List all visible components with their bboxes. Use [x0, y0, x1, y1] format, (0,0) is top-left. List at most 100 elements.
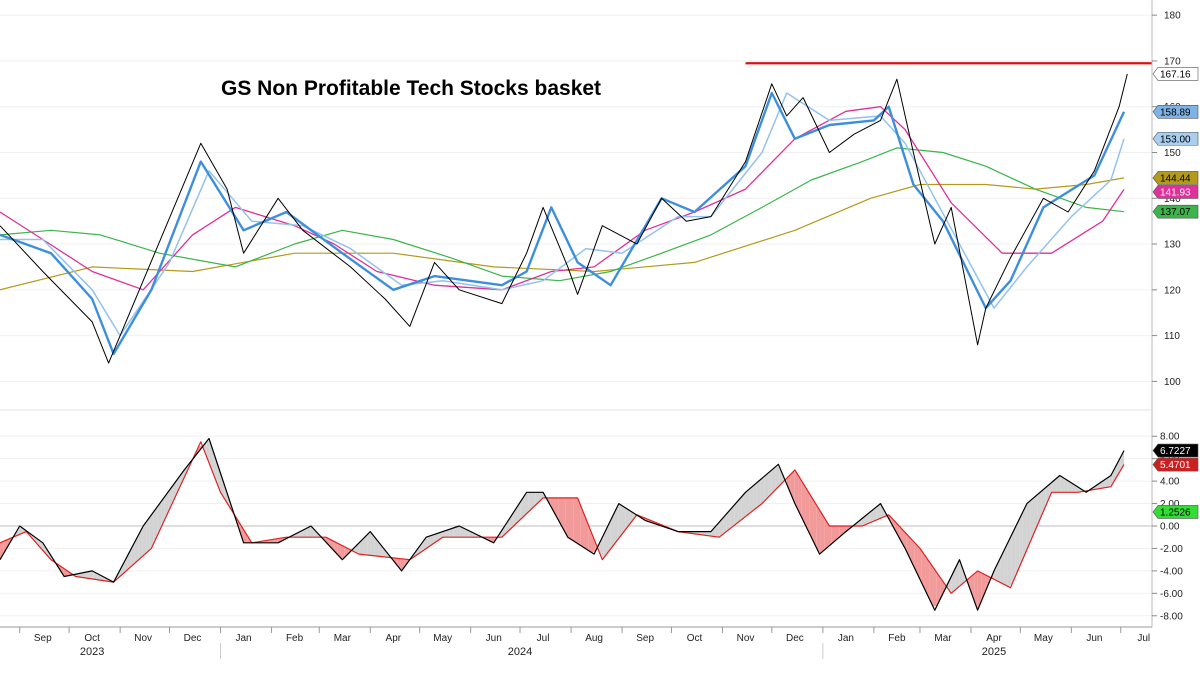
last-value-badge: 158.89 [1152, 104, 1199, 119]
fill-band-below [805, 487, 810, 534]
fill-band-above [82, 572, 87, 579]
x-tick-label: Oct [687, 633, 703, 644]
fill-band-above [86, 571, 90, 579]
fill-band-above [524, 492, 529, 516]
badge-label: 1.2526 [1160, 507, 1191, 518]
fill-band-above [1056, 475, 1061, 493]
oscillator-series [0, 437, 1125, 611]
series-oscillator [0, 437, 1125, 611]
fill-band-below [977, 571, 982, 610]
x-tick-label: May [1034, 633, 1053, 644]
badge-shape [1152, 457, 1199, 472]
fill-band-above [44, 546, 49, 558]
fill-band-below [820, 511, 825, 554]
fill-band-above [453, 526, 458, 538]
fill-band-below [63, 568, 68, 576]
fill-band-above [149, 511, 154, 550]
fill-band-above [764, 473, 769, 502]
fill-band-above [625, 507, 630, 530]
x-tick-label: Jan [838, 633, 854, 644]
last-value-badge: 1.2526 [1152, 505, 1199, 519]
fill-band-above [734, 500, 739, 526]
fill-band-above [520, 495, 525, 520]
fill-band-above [1007, 534, 1012, 587]
fill-band-above [138, 527, 143, 560]
fill-band-below [843, 526, 847, 535]
fill-band-above [517, 501, 521, 523]
price-tick-label: 140 [1164, 194, 1181, 205]
fill-band-above [959, 560, 963, 587]
last-value-badges: 167.16 158.89 153.00 144.44 141.93 137.07 6.72… [1152, 67, 1199, 519]
fill-band-above [1000, 550, 1005, 585]
series-ma-medium [0, 92, 1125, 337]
fill-band-below [932, 567, 937, 607]
fill-band-above [1049, 481, 1053, 499]
fill-band-above [1004, 542, 1008, 587]
fill-band-above [127, 548, 132, 570]
fill-band-above [1052, 478, 1057, 493]
x-year-label: 2023 [80, 646, 104, 658]
fill-band-below [970, 573, 975, 601]
fill-band-above [430, 534, 435, 546]
price-tick-label: 150 [1164, 148, 1181, 159]
fill-band-above [1026, 500, 1031, 551]
fill-band-below [929, 561, 933, 607]
x-axis: Sep Oct Nov Dec Jan Feb Mar Apr May Jun Jul Aug Sep O… [19, 627, 1150, 659]
fill-band-above [310, 526, 315, 538]
fill-band-above [768, 469, 772, 498]
series-signal [0, 441, 1125, 594]
series-price [0, 73, 1128, 364]
fill-band-above [1105, 476, 1110, 488]
x-tick-label: Jun [486, 633, 502, 644]
fill-band-above [992, 565, 997, 581]
oscillator-tick-label: 8.00 [1160, 432, 1180, 443]
fill-band-above [1011, 527, 1016, 586]
fill-band-above [123, 555, 128, 574]
fill-band-above [1060, 475, 1065, 493]
fill-band-above [872, 506, 877, 522]
fill-band-above [1067, 480, 1072, 493]
x-tick-label: Jun [1086, 633, 1102, 644]
fill-band-above [1045, 484, 1050, 507]
oscillator-tick-label: -2.00 [1160, 544, 1183, 555]
oscillator-tick-label: 2.00 [1160, 499, 1180, 510]
last-value-badge: 6.7227 [1152, 443, 1199, 458]
fill-band-above [749, 485, 754, 514]
x-year-label: 2024 [508, 646, 532, 658]
fill-band-below [340, 544, 345, 559]
fill-band-above [738, 496, 742, 523]
fill-band-above [629, 510, 634, 525]
series-ma-100 [0, 147, 1125, 282]
fill-band-below [816, 505, 821, 554]
price-tick-label: 180 [1164, 11, 1181, 22]
badge-label: 158.89 [1160, 107, 1191, 118]
last-value-badge: 5.4701 [1152, 457, 1199, 472]
x-tick-label: Jan [236, 633, 252, 644]
x-tick-label: Dec [786, 633, 804, 644]
fill-band-above [858, 518, 862, 526]
x-tick-label: Apr [386, 633, 402, 644]
fill-band-above [876, 503, 881, 520]
fill-band-below [910, 538, 915, 568]
fill-band-above [464, 528, 469, 538]
fill-band-above [1064, 478, 1068, 493]
fill-band-above [161, 496, 165, 528]
fill-band-above [153, 506, 158, 544]
last-value-badge: 141.93 [1152, 185, 1199, 199]
fill-band-below [584, 515, 589, 551]
badge-shape [1152, 131, 1199, 146]
fill-band-below [550, 497, 555, 514]
fill-band-above [730, 505, 735, 529]
fill-band-above [509, 512, 514, 530]
fill-band-above [753, 482, 757, 511]
last-value-badge: 167.16 [1152, 67, 1199, 81]
fill-band-above [419, 541, 424, 553]
fill-band-above [307, 526, 311, 538]
series-ma-fast [0, 91, 1126, 356]
badge-shape [1152, 171, 1199, 185]
last-value-badge: 137.07 [1152, 204, 1199, 219]
x-tick-label: Feb [888, 633, 906, 644]
fill-band-above [614, 504, 619, 544]
fill-band-below [569, 497, 574, 541]
price-tick-label: 170 [1164, 56, 1181, 67]
